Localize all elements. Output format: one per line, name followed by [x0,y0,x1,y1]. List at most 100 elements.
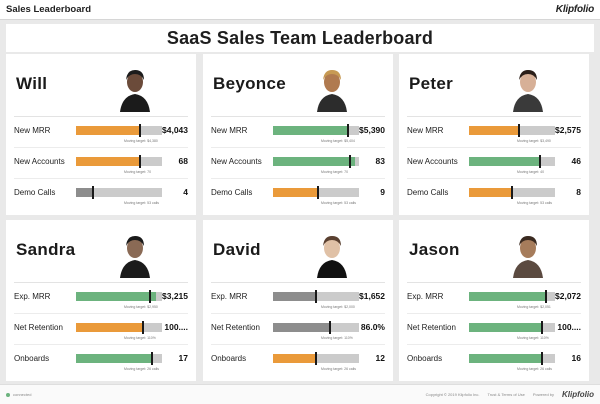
rep-name: Peter [409,74,454,93]
target-marker [150,352,153,365]
bullet-bar [469,186,555,199]
metric-target: Moving target: 26 calls [321,367,357,371]
target-marker [511,186,513,199]
terms-link[interactable]: Trust & Terms of Use [487,392,525,397]
bullet-bar-fill [76,354,152,363]
footer-klipfolio-logo[interactable]: Klipfolio [562,390,594,399]
bullet-bar [76,186,162,199]
metric-value: 86.0% [360,322,385,332]
target-marker [539,155,542,168]
metric-row: New Accounts 68 Moving target: 70 [6,151,196,179]
card-divider [407,116,581,117]
bullet-bar [273,290,359,303]
metric-label: New MRR [407,126,444,135]
metric-row: Onboards 17 Moving target: 26 calls [6,348,196,376]
metric-value: 100.... [164,322,188,332]
target-marker [315,352,317,365]
target-marker [545,290,548,303]
target-marker [517,124,520,137]
metric-divider [211,344,385,345]
metric-label: Exp. MRR [407,292,444,301]
metric-target: Moving target: $2,051 [517,305,551,309]
metric-divider [407,344,581,345]
rep-name: Sandra [16,240,76,259]
target-marker [328,321,331,334]
metric-target: Moving target: 110% [517,336,549,340]
leaderboard-card: Jason Exp. MRR $2,072 Moving target: $2,05… [399,220,589,381]
powered-by-label: Powered by [532,392,554,397]
metric-target: Moving target: $5,404 [321,139,355,143]
bullet-bar-fill [76,188,94,197]
rep-name: David [213,240,261,259]
metric-label: Net Retention [14,323,63,332]
klipfolio-logo[interactable]: Klipfolio [555,4,594,15]
bullet-bar [469,155,555,168]
metric-divider [211,178,385,179]
metric-value: 4 [183,187,188,197]
metric-row: New MRR $4,043 Moving target: $4,380 [6,120,196,148]
top-bar: Sales Leaderboard Klipfolio [0,0,600,20]
metric-row: Net Retention 86.0% Moving target: 110% [203,317,393,345]
metric-label: Onboards [14,354,50,363]
metric-value: 100.... [557,322,581,332]
card-divider [14,282,188,283]
card-divider [14,116,188,117]
bullet-bar [469,290,555,303]
metric-label: Net Retention [407,323,456,332]
metric-value: $2,072 [555,291,581,301]
metric-divider [211,313,385,314]
metric-target: Moving target: $2,950 [124,305,158,309]
bullet-bar [469,352,555,365]
bullet-bar [76,290,162,303]
metric-row: New MRR $2,575 Moving target: $3,490 [399,120,589,148]
metric-label: Onboards [211,354,247,363]
metric-target: Moving target: 53 calls [124,201,160,205]
metric-target: Moving target: 70 [124,170,152,174]
metric-label: New Accounts [14,157,65,166]
metric-divider [407,313,581,314]
metric-target: Moving target: 70 [321,170,349,174]
card-divider [407,282,581,283]
bullet-bar-fill [273,292,316,301]
metric-divider [407,178,581,179]
rep-photo [311,62,353,112]
target-marker [142,321,145,334]
metric-row: Exp. MRR $1,652 Moving target: $2,000 [203,286,393,314]
metric-value: 83 [375,156,385,166]
bullet-bar [76,155,162,168]
bullet-bar [273,124,359,137]
metric-value: 17 [178,353,188,363]
bullet-bar-fill [76,157,140,166]
bullet-bar [273,321,359,334]
copyright-text: Copyright © 2019 Klipfolio Inc. [425,392,480,397]
metric-row: New MRR $5,390 Moving target: $5,404 [203,120,393,148]
metric-row: New Accounts 46 Moving target: 40 [399,151,589,179]
metric-value: $1,652 [359,291,385,301]
metric-label: Demo Calls [211,188,253,197]
rep-name: Beyonce [213,74,286,93]
metric-value: $3,215 [162,291,188,301]
bullet-bar-fill [76,126,140,135]
status-dot-icon [6,392,10,397]
rep-photo [507,228,549,278]
rep-photo [114,228,156,278]
metric-divider [14,147,188,148]
metric-divider [211,147,385,148]
bullet-bar-fill [273,157,355,166]
metric-row: Demo Calls 9 Moving target: 53 calls [203,182,393,210]
bullet-bar-fill [273,188,318,197]
metric-value: 8 [576,187,581,197]
bullet-bar-fill [469,354,543,363]
target-marker [541,352,544,365]
metric-target: Moving target: $3,490 [517,139,551,143]
metric-target: Moving target: 110% [321,336,353,340]
target-marker [316,186,319,199]
bullet-bar [76,352,162,365]
rep-photo [507,62,549,112]
metric-divider [14,178,188,179]
metric-value: 68 [178,156,188,166]
bullet-bar [273,155,359,168]
footer-bar: connected Copyright © 2019 Klipfolio Inc… [0,384,600,404]
bullet-bar-fill [76,292,156,301]
leaderboard-card: Sandra Exp. MRR $3,215 Moving target: $2,9… [6,220,196,381]
